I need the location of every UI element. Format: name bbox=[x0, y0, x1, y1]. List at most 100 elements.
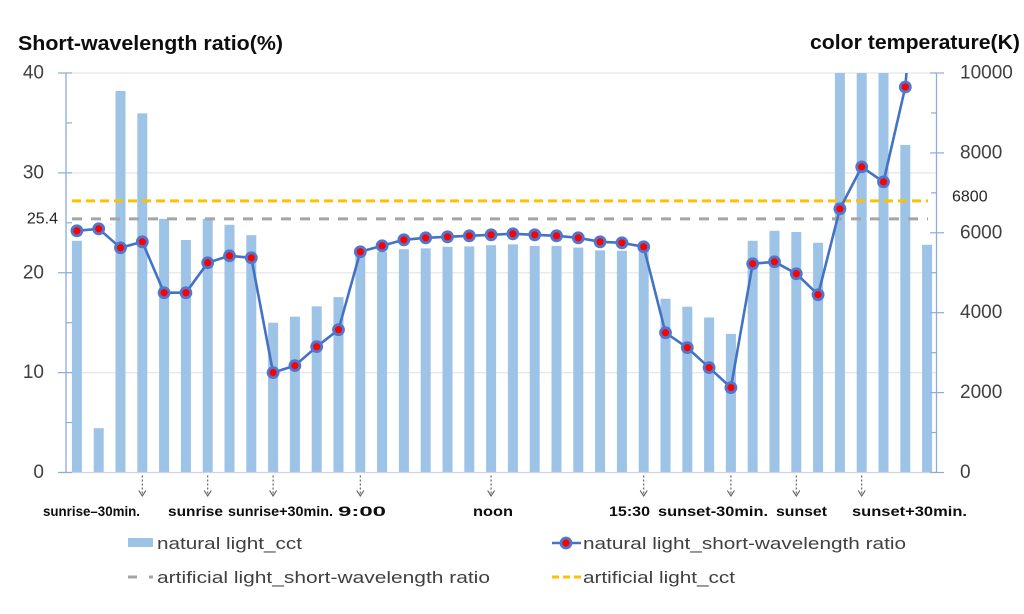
x-tick-label: 15:30 bbox=[609, 503, 650, 519]
ratio-point bbox=[114, 241, 127, 255]
ratio-point bbox=[266, 366, 280, 380]
ratio-point bbox=[702, 361, 716, 375]
x-annotation: sunset bbox=[776, 475, 827, 519]
annotation-arrow-down-icon bbox=[356, 490, 365, 498]
bar bbox=[311, 306, 322, 473]
bar bbox=[268, 322, 279, 473]
x-tick-label: sunrise bbox=[168, 503, 223, 519]
bar bbox=[180, 239, 191, 473]
x-annotation: sunset-30min. bbox=[658, 475, 768, 519]
ratio-point bbox=[332, 323, 345, 337]
x-annotation: 9:00 bbox=[338, 475, 386, 519]
ratio-point bbox=[135, 235, 149, 249]
ratio-point bbox=[593, 235, 607, 249]
line-series-natural-ratio bbox=[70, 73, 912, 395]
ratio-point bbox=[70, 224, 84, 238]
legend-label: artificial light_short-wavelength ratio bbox=[157, 568, 490, 587]
bar bbox=[377, 251, 388, 473]
bar bbox=[486, 245, 497, 473]
ratio-point bbox=[855, 160, 869, 174]
annotation-arrow-down-icon bbox=[269, 490, 278, 498]
ratio-point bbox=[550, 229, 563, 243]
annotation-arrow-down-icon bbox=[138, 490, 147, 498]
bar bbox=[682, 306, 693, 473]
bar bbox=[71, 240, 82, 473]
legend-item-artificial-cct[interactable]: artificial light_cct bbox=[552, 568, 735, 587]
y-left-tick-label: 10 bbox=[23, 362, 44, 383]
bar bbox=[616, 250, 627, 473]
x-annotation: sunrise–30min. bbox=[43, 475, 147, 519]
ratio-point bbox=[811, 288, 825, 302]
bar bbox=[398, 249, 409, 473]
bar bbox=[922, 244, 933, 473]
x-annotation: noon bbox=[473, 475, 513, 519]
bar bbox=[420, 248, 431, 473]
ratio-point bbox=[659, 326, 672, 340]
bar bbox=[289, 316, 300, 473]
ratio-point bbox=[310, 340, 324, 354]
ratio-point bbox=[637, 240, 651, 254]
bar bbox=[769, 230, 780, 473]
reference-lines bbox=[72, 199, 928, 221]
y-right-tick-label: 2000 bbox=[960, 382, 1002, 403]
bar bbox=[856, 73, 867, 473]
bar bbox=[93, 428, 104, 473]
bar bbox=[791, 232, 802, 473]
ratio-point bbox=[223, 249, 236, 263]
x-annotation: 15:30 bbox=[609, 475, 650, 519]
bar bbox=[660, 298, 671, 473]
y-right-tick-label: 4000 bbox=[960, 302, 1002, 323]
ratio-point bbox=[397, 233, 411, 247]
bar bbox=[638, 250, 649, 473]
bar-series-natural-cct bbox=[71, 73, 933, 473]
x-tick-label: 9:00 bbox=[338, 503, 386, 519]
ratio-line bbox=[76, 73, 908, 389]
annotation-arrow-down-icon bbox=[203, 490, 212, 498]
y-right-tick-label: 6800 bbox=[952, 188, 988, 205]
y-left-tick-label: 20 bbox=[23, 262, 44, 283]
y-left-tick-label: 40 bbox=[23, 63, 44, 84]
ratio-point bbox=[789, 267, 803, 281]
legend-label: natural light_short-wavelength ratio bbox=[583, 534, 906, 553]
ratio-point bbox=[419, 231, 433, 245]
x-annotation: sunrise bbox=[168, 475, 223, 519]
x-tick-label: noon bbox=[473, 503, 513, 519]
y-left-axis-title: Short-wavelength ratio(%) bbox=[18, 33, 283, 55]
x-tick-label: sunset-30min. bbox=[658, 503, 768, 519]
legend-item-natural-ratio[interactable]: natural light_short-wavelength ratio bbox=[552, 534, 906, 553]
x-tick-label: sunset bbox=[776, 503, 827, 519]
x-tick-label: sunrise–30min. bbox=[43, 503, 140, 519]
y-right-axis-title: color temperature(K) bbox=[810, 32, 1020, 54]
y-right-tick-label: 6000 bbox=[960, 222, 1002, 243]
bar bbox=[355, 253, 366, 473]
ratio-point bbox=[746, 257, 760, 271]
annotation-arrow-down-icon bbox=[487, 490, 496, 498]
annotation-arrow-down-icon bbox=[639, 490, 648, 498]
ratio-point bbox=[375, 239, 389, 253]
bar bbox=[159, 218, 170, 473]
y-left-tick-label: 30 bbox=[23, 162, 44, 183]
y-left-tick-label: 25.4 bbox=[27, 210, 58, 227]
y-right-tick-label: 10000 bbox=[960, 63, 1013, 84]
legend-item-artificial-ratio[interactable]: artificial light_short-wavelength ratio bbox=[128, 568, 490, 587]
ratio-point bbox=[833, 202, 847, 216]
bar bbox=[507, 244, 518, 473]
bar bbox=[115, 90, 126, 473]
bar bbox=[725, 333, 736, 473]
bar bbox=[333, 297, 344, 473]
ratio-point bbox=[353, 245, 367, 259]
legend: natural light_cct natural light_short-wa… bbox=[128, 534, 906, 587]
legend-marker-symbol bbox=[559, 536, 573, 550]
ratio-point bbox=[506, 227, 520, 241]
legend-item-natural-cct[interactable]: natural light_cct bbox=[128, 534, 302, 553]
ratio-point bbox=[201, 256, 215, 270]
annotation-arrow-down-icon bbox=[857, 490, 866, 498]
ratio-point bbox=[768, 255, 781, 269]
ratio-point bbox=[288, 359, 302, 373]
ratio-point bbox=[92, 222, 106, 236]
y-left-tick-label: 0 bbox=[33, 462, 44, 483]
annotation-arrow-down-icon bbox=[792, 490, 801, 498]
ratio-point bbox=[157, 286, 171, 300]
bar bbox=[878, 73, 889, 473]
